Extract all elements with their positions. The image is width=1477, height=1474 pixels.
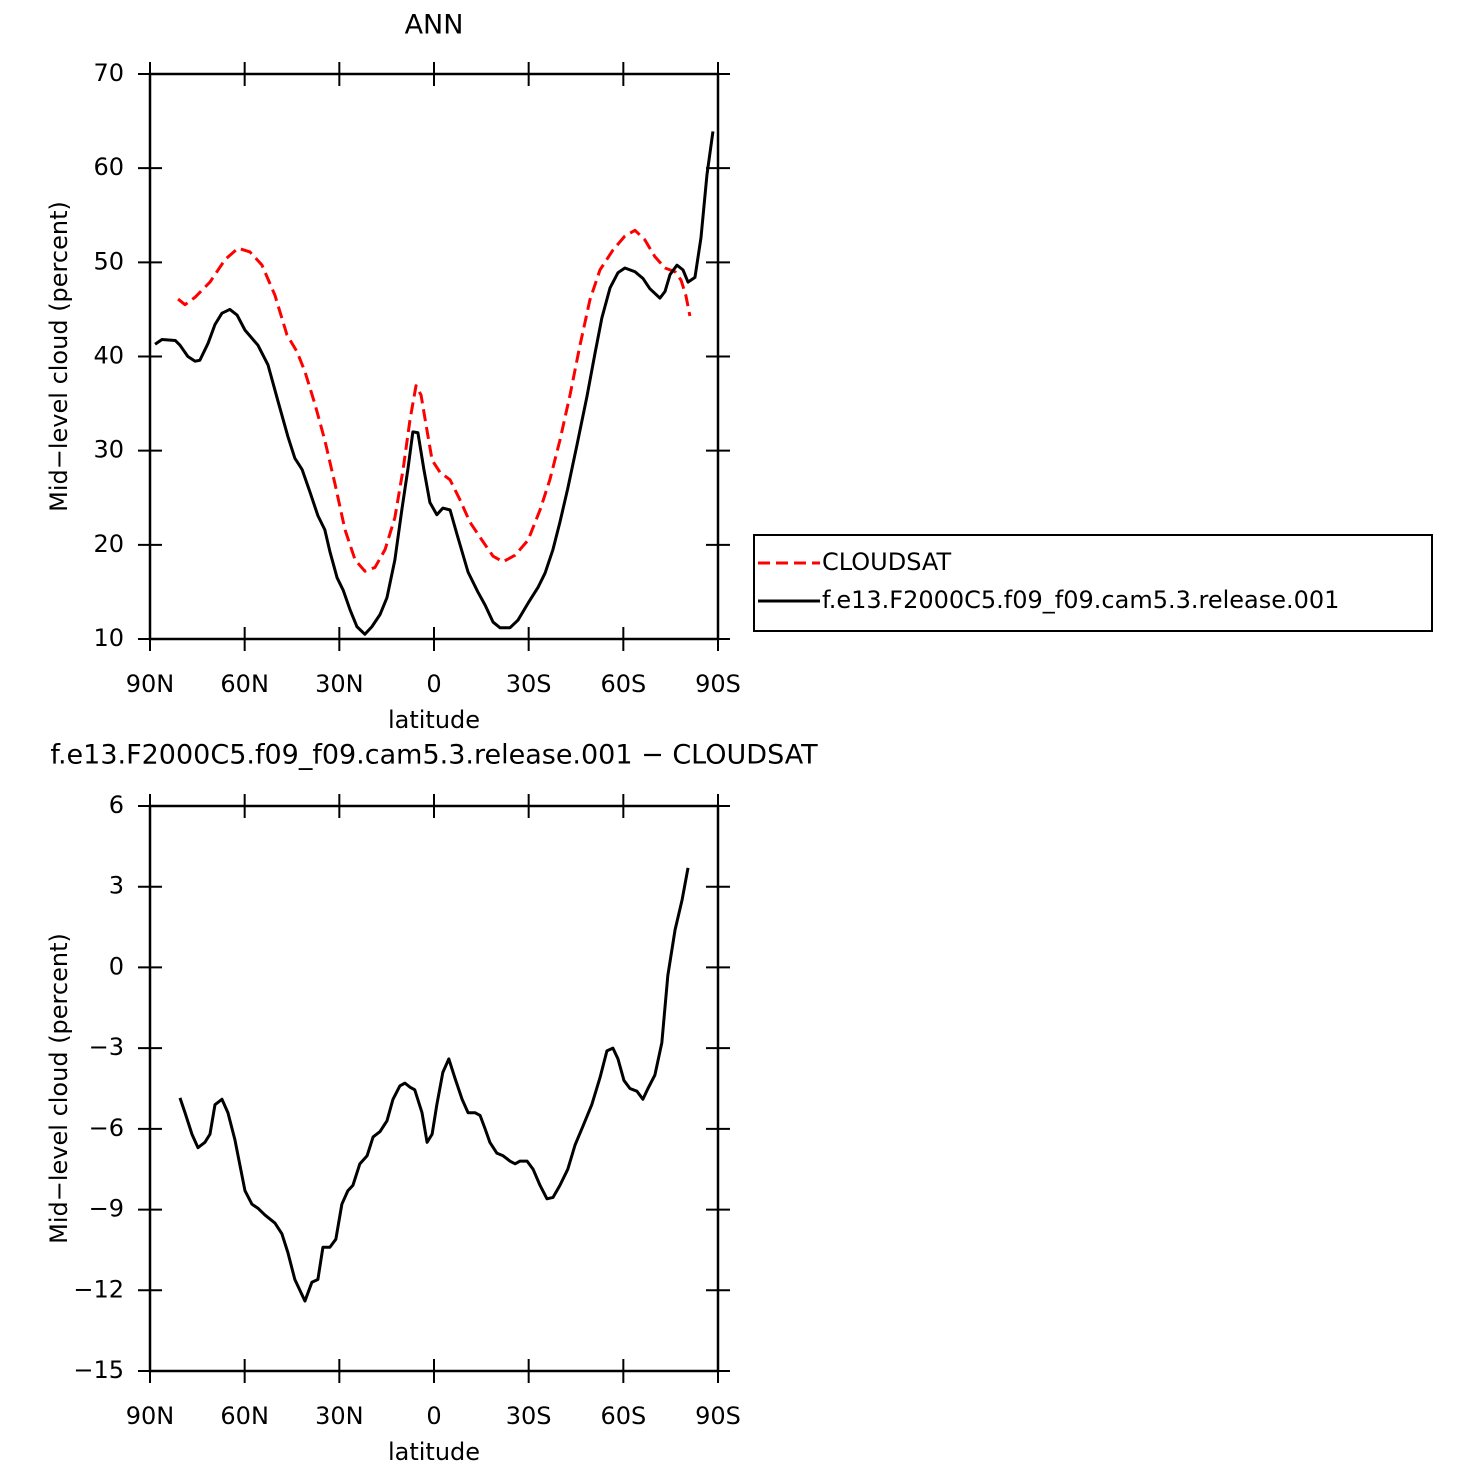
x-tick-label: 0	[426, 670, 441, 698]
plot-frame	[148, 72, 720, 641]
x-tick-label: 30S	[506, 670, 552, 698]
y-tick-label: −12	[73, 1275, 124, 1303]
y-tick-label: 3	[109, 872, 124, 900]
data-line	[178, 867, 690, 1303]
y-tick-label: 70	[93, 59, 124, 87]
y-tick-label: −15	[73, 1356, 124, 1384]
x-tick-label: 90S	[695, 670, 741, 698]
chart-title: ANN	[405, 10, 464, 41]
y-axis-title: Mid−level cloud (percent)	[45, 201, 73, 512]
legend-label: CLOUDSAT	[822, 548, 951, 576]
plot-frame	[148, 804, 720, 1373]
x-tick-label: 60N	[220, 1402, 269, 1430]
y-tick-label: 0	[109, 952, 124, 980]
x-tick-label: 60S	[600, 1402, 646, 1430]
data-line	[154, 131, 715, 636]
x-axis-title: latitude	[388, 706, 480, 734]
x-tick-label: 30N	[315, 1402, 364, 1430]
x-tick-label: 90N	[126, 1402, 175, 1430]
y-tick-label: 6	[109, 791, 124, 819]
y-tick-label: −3	[89, 1033, 124, 1061]
legend-box	[753, 534, 1433, 632]
y-tick-label: 40	[93, 342, 124, 370]
y-tick-label: 60	[93, 153, 124, 181]
x-tick-label: 30S	[506, 1402, 552, 1430]
y-tick-label: −6	[89, 1114, 124, 1142]
x-axis-title: latitude	[388, 1438, 480, 1466]
y-tick-label: −9	[89, 1195, 124, 1223]
chart-title: f.e13.F2000C5.f09_f09.cam5.3.release.001…	[50, 740, 818, 771]
y-tick-label: 10	[93, 624, 124, 652]
x-tick-label: 0	[426, 1402, 441, 1430]
y-tick-label: 50	[93, 247, 124, 275]
x-tick-label: 90S	[695, 1402, 741, 1430]
x-tick-label: 90N	[126, 670, 175, 698]
y-axis-title: Mid−level cloud (percent)	[45, 933, 73, 1244]
x-tick-label: 60N	[220, 670, 269, 698]
legend-label: f.e13.F2000C5.f09_f09.cam5.3.release.001	[822, 586, 1339, 614]
y-tick-label: 20	[93, 530, 124, 558]
x-tick-label: 60S	[600, 670, 646, 698]
x-tick-label: 30N	[315, 670, 364, 698]
y-tick-label: 30	[93, 436, 124, 464]
